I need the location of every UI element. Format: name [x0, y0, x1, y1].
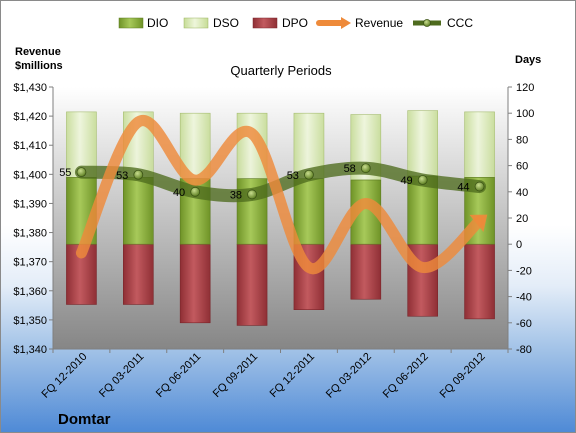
x-axis-category-label: FQ 09-2011 — [211, 351, 260, 400]
ccc-marker — [474, 181, 485, 192]
left-axis-tick-label: $1,420 — [13, 111, 47, 123]
right-axis-tick-label: 80 — [516, 134, 528, 146]
legend-dso-label: DSO — [213, 16, 239, 30]
legend-dso-swatch — [183, 17, 209, 29]
left-axis-tick-label: $1,360 — [13, 286, 47, 298]
dpo-bar — [123, 243, 154, 305]
left-axis-tick-label: $1,390 — [13, 198, 47, 210]
dpo-bar — [464, 243, 495, 320]
left-axis-tick-label: $1,380 — [13, 228, 47, 240]
ccc-marker — [76, 167, 87, 178]
right-axis-tick-label: 120 — [516, 82, 534, 94]
ccc-value-label: 58 — [344, 163, 356, 175]
chart-title: Quarterly Periods — [230, 63, 332, 78]
legend-dpo-label: DPO — [282, 16, 308, 30]
right-axis-tick-label: 100 — [516, 108, 534, 120]
x-axis-category-label: FQ 06-2012 — [381, 351, 431, 401]
ccc-value-label: 40 — [173, 187, 185, 199]
dso-bar — [407, 110, 438, 177]
left-axis-tick-label: $1,340 — [13, 344, 47, 356]
legend-dio-swatch — [118, 17, 144, 29]
ccc-marker — [247, 189, 257, 200]
company-name: Domtar — [58, 411, 111, 428]
right-axis-title: Days — [515, 54, 541, 66]
ccc-value-label: 38 — [230, 189, 242, 201]
right-axis-tick-label: -80 — [516, 344, 532, 356]
ccc-value-label: 44 — [457, 182, 469, 194]
ccc-marker — [417, 175, 428, 185]
left-axis-tick-label: $1,350 — [13, 315, 47, 327]
right-axis-tick-label: -20 — [516, 265, 532, 277]
ccc-labels-layer: 55 53 40 38 53 58 49 44 — [59, 163, 469, 201]
x-axis-category-label: FQ 06-2011 — [154, 351, 203, 400]
ccc-value-label: 53 — [116, 170, 128, 182]
legend-ccc-marker — [423, 19, 431, 27]
left-axis-title-line1: Revenue — [15, 46, 61, 58]
ccc-marker — [133, 169, 144, 180]
x-axis-category-label: FQ 03-2011 — [97, 351, 146, 400]
right-axis-tick-label: -40 — [516, 292, 532, 304]
right-axis-tick-label: 20 — [516, 213, 528, 225]
left-axis-tick-label: $1,410 — [13, 140, 47, 152]
ccc-marker — [190, 186, 201, 197]
dso-bar — [464, 111, 495, 178]
x-axis-category-label: FQ 12-2011 — [268, 351, 317, 400]
x-axis-category-label: FQ 03-2012 — [324, 351, 374, 401]
legend-dpo-swatch — [252, 17, 278, 29]
dpo-bar — [236, 243, 268, 326]
left-axis-tick-label: $1,370 — [13, 257, 47, 269]
ccc-marker — [360, 163, 371, 174]
ccc-value-label: 49 — [400, 175, 412, 187]
x-axis-category-label: FQ 12-2010 — [40, 351, 90, 401]
left-axis-tick-label: $1,400 — [13, 169, 47, 181]
legend-revenue-label: Revenue — [355, 16, 403, 30]
legend: DIO DSO DPO Revenue CCC — [118, 16, 473, 30]
dpo-bar — [179, 243, 211, 324]
right-axis-tick-label: -60 — [516, 318, 532, 330]
ccc-marker — [304, 169, 314, 180]
revenue-layer — [75, 115, 488, 275]
dpo-bar — [350, 243, 382, 300]
legend-dio-label: DIO — [147, 16, 168, 30]
legend-revenue-arrowhead — [341, 17, 351, 29]
x-axis-category-label: FQ 09-2012 — [438, 351, 488, 401]
right-axis-tick-label: 40 — [516, 187, 528, 199]
legend-ccc-label: CCC — [447, 16, 473, 30]
revenue-arrowhead — [469, 214, 488, 232]
ccc-value-label: 55 — [59, 167, 71, 179]
revenue-line — [75, 115, 486, 275]
right-axis-tick-label: 60 — [516, 161, 528, 173]
ccc-value-label: 53 — [287, 170, 299, 182]
dio-bar — [123, 177, 154, 245]
left-axis-title-line2: $millions — [15, 60, 63, 72]
right-axis-tick-label: 0 — [516, 239, 522, 251]
dio-bar — [293, 178, 325, 245]
left-axis-tick-label: $1,430 — [13, 82, 47, 94]
